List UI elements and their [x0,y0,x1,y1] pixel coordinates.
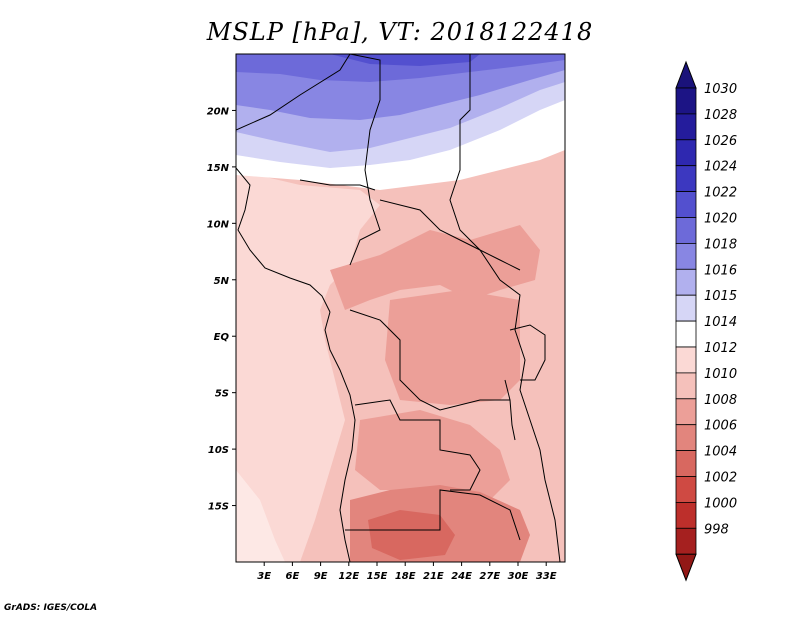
colorbar-swatch [675,165,697,192]
x-tick-label: 12E [338,571,359,582]
x-tick-label: 24E [451,571,472,582]
sahel-line [299,179,376,191]
y-tick-label: 10S [208,445,229,456]
fill-1008-central [330,225,540,310]
central-border [379,199,521,271]
saharan-border [236,54,351,131]
angola-border [354,399,481,491]
colorbar-label: 1030 [704,82,737,97]
map-frame [235,53,566,563]
colorbar-label: 1008 [704,393,737,408]
colorbar-swatch [675,372,697,400]
colorbar-swatch [675,501,697,529]
fill-1014-southwest [236,470,285,562]
fill-1008-southern [355,410,510,500]
x-tick-label: 9E [314,571,328,582]
colorbar-label: 1015 [704,289,737,304]
colorbar-swatch [675,217,697,244]
colorbar-swatch [675,191,697,218]
colorbar-swatch [675,139,697,167]
colorbar-label: 1012 [704,341,737,356]
lake-tanganyika [504,379,516,441]
east-african-border [449,54,561,562]
y-tick-label: 20N [207,106,230,117]
x-axis: 3E 6E 9E 12E 15E 18E 21E 24E 27E 30E 33E [257,562,557,582]
west-africa-coast [236,167,331,313]
country-borders [236,54,561,562]
colorbar-label: 1022 [704,186,737,201]
colorbar-label: 1020 [704,212,737,227]
colorbar-label: 1002 [704,471,737,486]
colorbar-label: 1010 [704,367,737,382]
x-tick-label: 27E [479,571,500,582]
x-tick-label: 15E [367,571,388,582]
colorbar-label: 1004 [704,445,737,460]
y-tick-label: 15N [207,163,230,174]
x-tick-label: 18E [395,571,416,582]
colorbar-swatch [675,113,697,141]
colorbar: 1030 1028 1026 1024 1022 1020 1018 1016 1015 1014… [675,60,737,582]
y-tick-label: 15S [208,502,229,513]
footer-credit: GrADS: IGES/COLA [4,603,98,613]
colorbar-bottom-arrow [675,553,697,582]
x-tick-label: 21E [423,571,444,582]
colorbar-swatch [675,320,697,348]
colorbar-swatch [675,450,697,477]
colorbar-swatch [675,87,697,115]
x-tick-label: 6E [286,571,300,582]
gulf-of-guinea-coast [324,311,356,562]
y-axis: 20N 15N 10N 5N EQ 5S 10S 15S [207,106,236,513]
chad-niger-border [349,54,381,266]
colorbar-label: 1016 [704,263,737,278]
congo-border [349,309,510,411]
colorbar-label: 1000 [704,496,737,511]
east-lakes-border [509,324,546,381]
x-tick-label: 3E [257,571,271,582]
x-tick-label: 30E [508,571,529,582]
colorbar-swatch [675,527,697,555]
fill-1015-band [236,80,565,168]
colorbar-swatch [675,268,697,296]
pressure-field [236,54,565,562]
colorbar-swatch [675,476,697,503]
colorbar-swatch [675,346,697,374]
colorbar-label: 1014 [704,315,737,330]
colorbar-swatch [675,294,697,322]
y-tick-label: EQ [214,332,230,343]
colorbar-label: 1006 [704,419,737,434]
colorbar-label: 1024 [704,160,737,175]
y-tick-label: 10N [207,219,230,230]
fill-1008-congo [385,290,520,405]
colorbar-swatch [675,424,697,452]
colorbar-swatch [675,242,697,270]
colorbar-top-arrow [675,60,697,89]
y-tick-label: 5N [214,276,230,287]
x-tick-label: 33E [536,571,557,582]
colorbar-label: 998 [704,522,729,537]
namibia-border [345,489,521,541]
chart-title: MSLP [hPa], VT: 2018122418 [206,18,594,46]
colorbar-label: 1028 [704,108,737,123]
y-tick-label: 5S [215,389,229,400]
colorbar-label: 1026 [704,134,737,149]
fill-1004-low-center [368,510,455,560]
colorbar-label: 1018 [704,237,737,252]
fill-1020-band [236,54,565,82]
colorbar-swatch [675,398,697,426]
